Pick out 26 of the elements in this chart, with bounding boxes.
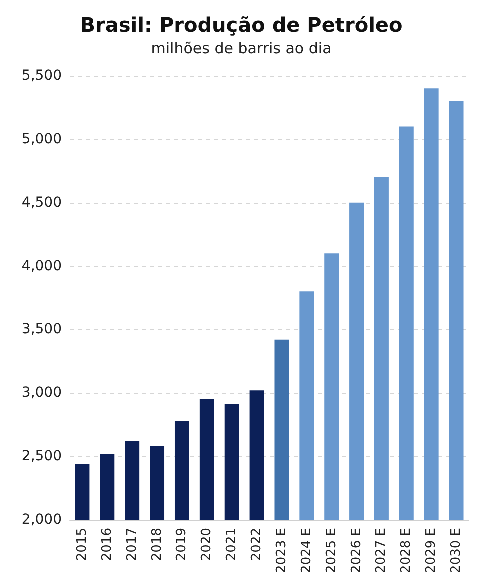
- x-tick-label: 2018: [150, 528, 165, 562]
- y-tick-label: 2,500: [22, 448, 62, 465]
- y-tick-label: 5,500: [22, 68, 62, 84]
- y-tick-label: 4,000: [22, 258, 62, 274]
- x-tick-label: 2019: [174, 528, 190, 562]
- x-tick-label: 2021: [224, 528, 240, 562]
- x-tick-label: 2016: [100, 528, 115, 562]
- x-tick-label: 2029 E: [424, 528, 440, 574]
- x-tick-label: 2026 E: [349, 528, 364, 574]
- chart-subtitle: milhões de barris ao dia: [151, 40, 332, 58]
- x-tick-label: 2025 E: [324, 528, 340, 574]
- x-tick-label: 2017: [124, 528, 140, 562]
- x-tick-label: 2023 E: [274, 528, 290, 574]
- x-tick-label: 2022: [250, 528, 265, 562]
- x-tick-label: 2024 E: [299, 528, 314, 574]
- x-tick-label: 2030 E: [449, 528, 464, 574]
- x-tick-label: 2015: [74, 528, 90, 562]
- y-tick-label: 4,500: [22, 194, 62, 211]
- y-tick-label: 3,000: [22, 385, 62, 402]
- x-tick-label: 2028 E: [399, 528, 414, 574]
- y-tick-label: 3,500: [22, 322, 62, 338]
- y-tick-label: 2,000: [22, 512, 62, 528]
- y-tick-label: 5,000: [22, 131, 62, 148]
- x-tick-label: 2027 E: [374, 528, 390, 574]
- chart-title: Brasil: Produção de Petróleo: [80, 13, 403, 37]
- x-tick-label: 2020: [200, 528, 215, 562]
